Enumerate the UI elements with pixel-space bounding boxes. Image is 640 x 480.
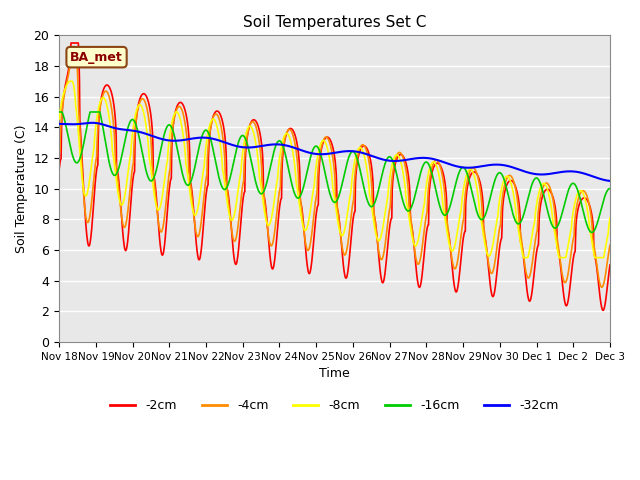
Line: -16cm: -16cm [59, 112, 610, 232]
-2cm [55, 167, 63, 172]
-16cm [606, 186, 614, 192]
-32cm [420, 155, 428, 161]
-32cm [541, 171, 548, 177]
-16cm [239, 133, 247, 139]
X-axis label: Time: Time [319, 367, 350, 380]
-2cm [606, 262, 614, 268]
-4cm [420, 227, 428, 232]
-4cm [541, 181, 548, 187]
-8cm [55, 116, 63, 122]
-16cm [541, 195, 548, 201]
-4cm [606, 242, 614, 248]
-16cm [420, 161, 428, 167]
Text: BA_met: BA_met [70, 51, 123, 64]
-16cm [178, 168, 186, 173]
-2cm [599, 308, 607, 313]
Line: -8cm: -8cm [59, 81, 610, 258]
-16cm [492, 175, 500, 180]
-8cm [178, 125, 186, 131]
-2cm [541, 188, 548, 194]
-8cm [541, 181, 549, 187]
-32cm [606, 178, 614, 184]
Line: -4cm: -4cm [59, 66, 610, 287]
-8cm [520, 255, 527, 261]
-16cm [588, 229, 595, 235]
-8cm [164, 142, 172, 148]
Title: Soil Temperatures Set C: Soil Temperatures Set C [243, 15, 426, 30]
-8cm [66, 78, 74, 84]
-4cm [164, 175, 172, 180]
Line: -32cm: -32cm [59, 123, 610, 181]
Line: -2cm: -2cm [59, 43, 610, 311]
-2cm [67, 40, 75, 46]
-4cm [55, 152, 63, 157]
-8cm [240, 143, 248, 149]
-2cm [164, 192, 172, 198]
-32cm [492, 162, 500, 168]
-4cm [67, 63, 74, 69]
-2cm [240, 192, 248, 198]
-16cm [55, 109, 63, 115]
-32cm [55, 121, 63, 127]
Legend: -2cm, -4cm, -8cm, -16cm, -32cm: -2cm, -4cm, -8cm, -16cm, -32cm [106, 394, 564, 417]
Y-axis label: Soil Temperature (C): Soil Temperature (C) [15, 124, 28, 253]
-2cm [420, 249, 428, 255]
-8cm [420, 201, 428, 207]
-4cm [240, 178, 248, 184]
-16cm [164, 122, 172, 128]
-32cm [164, 138, 172, 144]
-4cm [598, 284, 606, 290]
-2cm [178, 100, 186, 106]
-32cm [240, 144, 248, 150]
-32cm [88, 120, 96, 126]
-32cm [178, 137, 186, 143]
-8cm [606, 215, 614, 221]
-4cm [492, 250, 500, 255]
-8cm [492, 221, 500, 227]
-4cm [178, 108, 186, 113]
-2cm [492, 276, 500, 281]
